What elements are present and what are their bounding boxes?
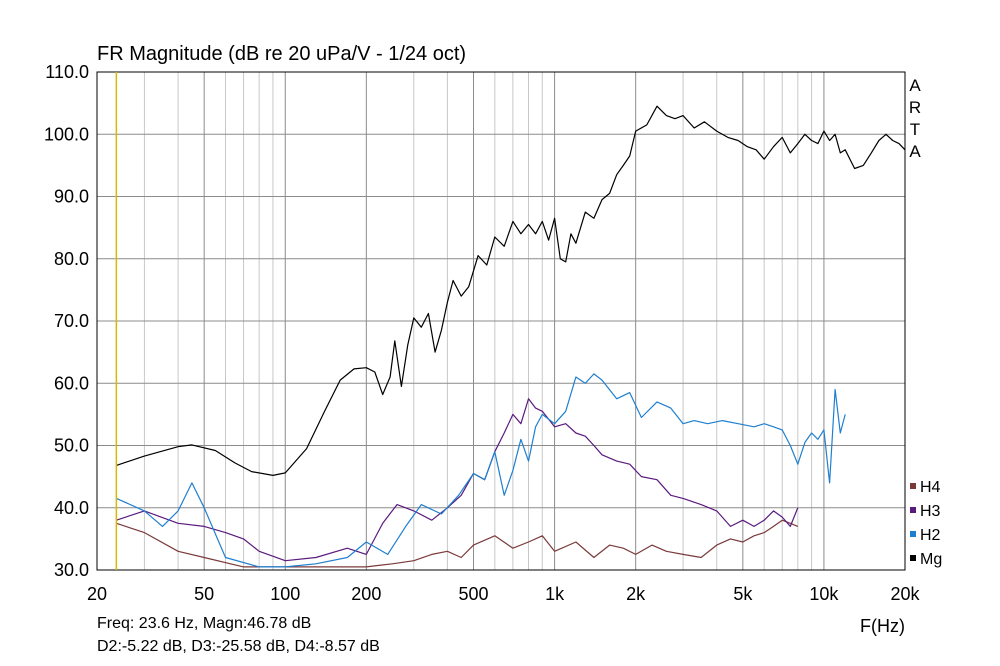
distortion-readout: D2:-5.22 dB, D3:-25.58 dB, D4:-8.57 dB (97, 638, 380, 655)
legend-label-h3: H3 (920, 503, 941, 520)
x-tick-label: 20 (87, 584, 107, 604)
legend-swatch-mg (910, 555, 916, 561)
x-tick-label: 20k (890, 584, 920, 604)
watermark-letter: A (909, 76, 921, 95)
legend: H4 H3 H2 Mg (910, 479, 942, 568)
watermark-letter: T (910, 120, 920, 139)
y-tick-label: 80.0 (54, 249, 89, 269)
y-tick-labels: 110.0 100.0 90.0 80.0 70.0 60.0 50.0 40.0 30.0 (44, 62, 89, 580)
x-tick-label: 500 (458, 584, 488, 604)
y-tick-label: 40.0 (54, 498, 89, 518)
y-tick-label: 70.0 (54, 311, 89, 331)
legend-label-mg: Mg (920, 551, 942, 568)
y-tick-label: 100.0 (44, 124, 89, 144)
legend-swatch-h3 (910, 507, 916, 513)
legend-label-h4: H4 (920, 479, 941, 496)
chart-title: FR Magnitude (dB re 20 uPa/V - 1/24 oct) (97, 43, 466, 65)
y-tick-label: 90.0 (54, 187, 89, 207)
series-line-h2 (116, 373, 846, 568)
y-tick-label: 30.0 (54, 560, 89, 580)
series-line-h4 (116, 519, 799, 568)
x-tick-labels: 20 50 100 200 500 1k 2k 5k 10k 20k (87, 584, 921, 604)
x-tick-label: 1k (545, 584, 565, 604)
legend-swatch-h4 (910, 483, 916, 489)
x-tick-label: 10k (809, 584, 839, 604)
x-tick-label: 2k (626, 584, 646, 604)
grid (96, 71, 906, 571)
x-tick-label: 100 (270, 584, 300, 604)
watermark-letter: R (909, 98, 921, 117)
series-line-h3 (116, 398, 799, 562)
x-tick-label: 50 (194, 584, 214, 604)
x-tick-label: 5k (733, 584, 753, 604)
y-tick-label: 60.0 (54, 373, 89, 393)
plot-frame (96, 71, 906, 571)
legend-label-h2: H2 (920, 527, 941, 544)
legend-swatch-h2 (910, 531, 916, 537)
watermark-letter: A (909, 142, 921, 161)
cursor-readout: Freq: 23.6 Hz, Magn:46.78 dB (97, 615, 312, 632)
y-tick-label: 110.0 (45, 62, 89, 82)
y-tick-label: 50.0 (54, 436, 89, 456)
series-group (116, 105, 906, 568)
series-line-mg (116, 105, 906, 476)
x-tick-label: 200 (351, 584, 381, 604)
x-axis-label: F(Hz) (860, 616, 905, 636)
